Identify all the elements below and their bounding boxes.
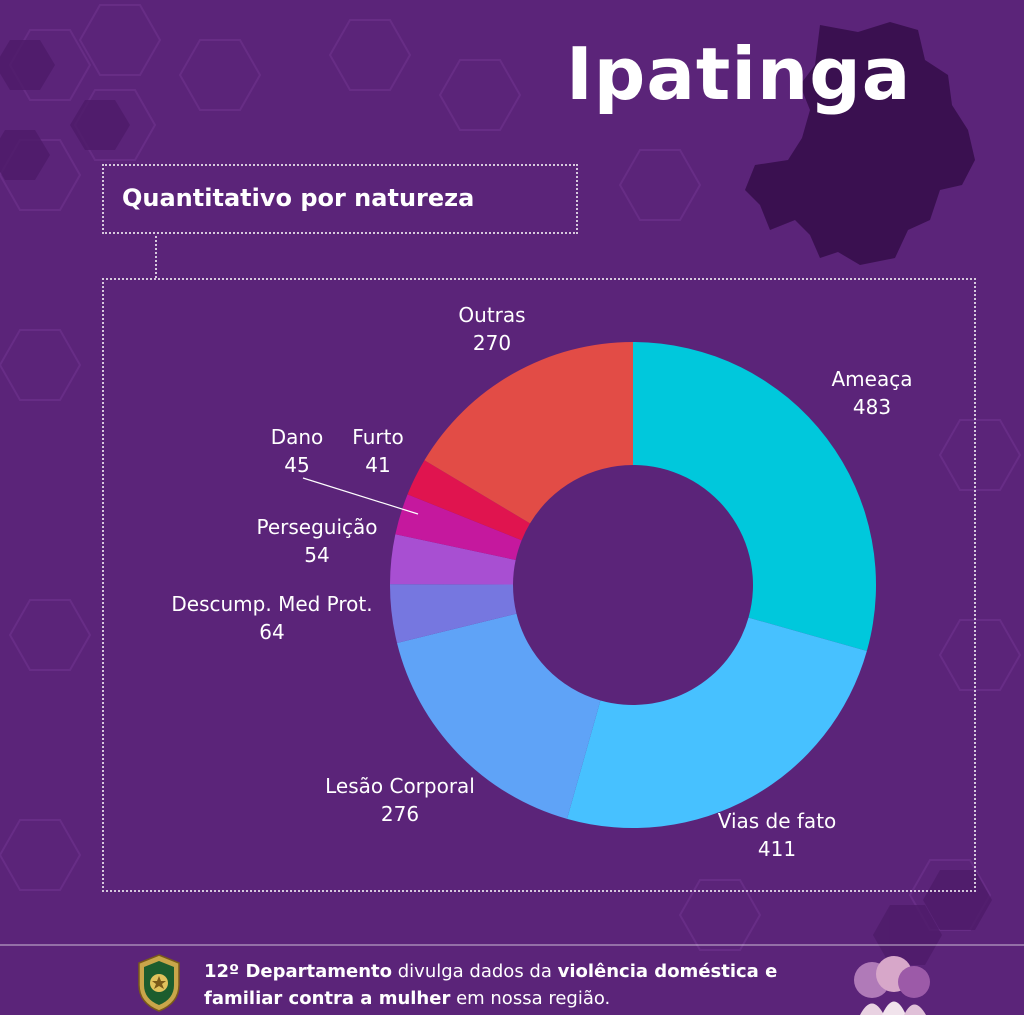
footer-bold-3: violência doméstica e [557, 961, 778, 982]
police-badge-icon [138, 954, 180, 1012]
donut-slice-2 [566, 617, 867, 828]
donut-slice-8 [424, 342, 633, 524]
chart-frame [102, 278, 976, 892]
slice-label-8: Outras [458, 303, 525, 327]
footer-divider [0, 944, 1024, 946]
dotted-connector [155, 236, 157, 278]
slice-label-6: Dano [271, 425, 324, 449]
slice-label-2: Vias de fato [718, 809, 837, 833]
slice-value-2: 411 [758, 837, 796, 861]
slice-value-8: 270 [473, 331, 511, 355]
donut-slice-3 [397, 613, 601, 819]
slice-value-3: 276 [381, 802, 419, 826]
slice-value-6: 45 [284, 453, 309, 477]
footer-bold-1: 12º Departamento [204, 961, 393, 982]
footer-text-5: em nossa região. [450, 988, 611, 1009]
donut-slice-6 [395, 494, 522, 560]
region-map-silhouette [745, 22, 975, 265]
slice-value-1: 483 [853, 395, 891, 419]
women-silhouettes-icon [854, 956, 930, 1015]
donut-slice-5 [390, 534, 516, 585]
slice-value-7: 41 [365, 453, 390, 477]
slice-label-4: Descump. Med Prot. [171, 592, 372, 616]
slice-label-3: Lesão Corporal [325, 774, 475, 798]
section-title-box [102, 164, 578, 234]
footer-text-2: divulga dados da [392, 961, 558, 982]
donut-slice-1 [633, 342, 876, 652]
slice-label-5: Perseguição [256, 515, 377, 539]
slice-label-1: Ameaça [832, 367, 913, 391]
slice-value-4: 64 [259, 620, 284, 644]
dano-leader-line [302, 477, 419, 515]
city-title: Ipatinga [566, 32, 912, 116]
footer-bold-4: familiar contra a mulher [204, 988, 451, 1009]
footer-text: 12º Departamento divulga dados da violên… [204, 958, 834, 1012]
slice-value-5: 54 [304, 543, 329, 567]
donut-slice-7 [407, 460, 531, 541]
slice-label-7: Furto [352, 425, 403, 449]
section-title: Quantitativo por natureza [122, 184, 475, 212]
donut-slice-4 [390, 584, 517, 643]
